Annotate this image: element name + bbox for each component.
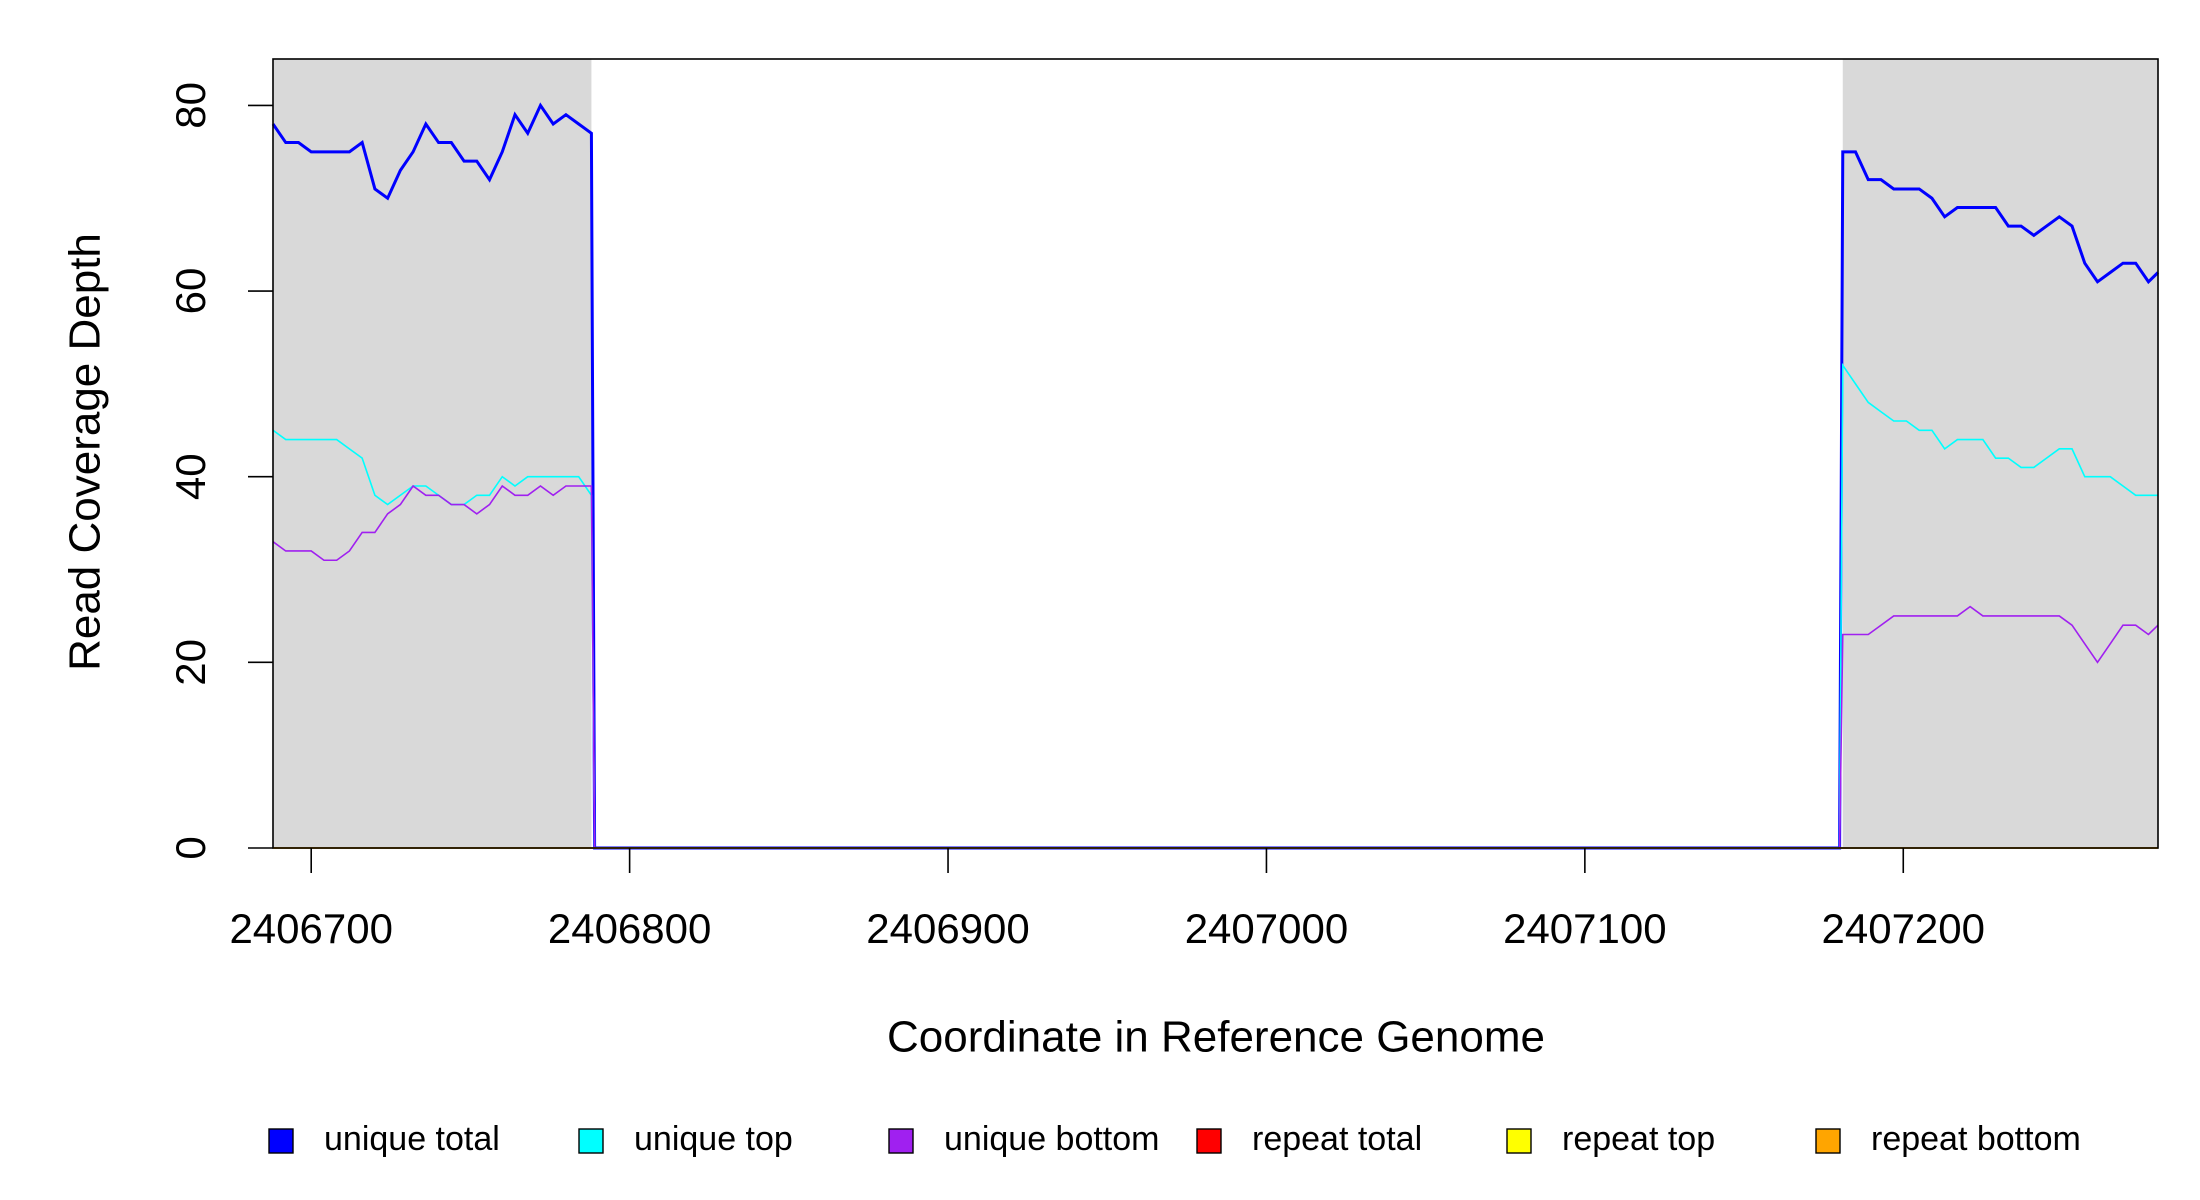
x-axis-title: Coordinate in Reference Genome — [887, 1013, 1545, 1062]
legend-label: unique top — [634, 1120, 793, 1158]
legend-swatch — [1506, 1128, 1532, 1154]
x-tick-label: 2406700 — [229, 905, 393, 952]
legend-swatch — [1196, 1128, 1222, 1154]
shaded-region — [273, 59, 592, 848]
y-tick-label: 40 — [167, 453, 214, 500]
legend-swatch — [578, 1128, 604, 1154]
legend-label: unique total — [324, 1120, 500, 1158]
x-tick-label: 2407200 — [1822, 905, 1986, 952]
x-tick-label: 2407100 — [1503, 905, 1667, 952]
legend-swatch — [888, 1128, 914, 1154]
y-tick-label: 0 — [167, 836, 214, 859]
legend-label: repeat top — [1562, 1120, 1715, 1158]
y-tick-label: 60 — [167, 268, 214, 315]
legend-label: repeat bottom — [1871, 1120, 2081, 1158]
y-tick-label: 20 — [167, 639, 214, 686]
plot-frame — [272, 58, 2159, 849]
legend-swatch — [268, 1128, 294, 1154]
legend-label: repeat total — [1252, 1120, 1422, 1158]
legend-label: unique bottom — [944, 1120, 1160, 1158]
legend-swatch — [1815, 1128, 1841, 1154]
x-tick-label: 2406800 — [548, 905, 712, 952]
axes: 0 20 40 60 80 2406700 2406800 2406900 2407000 240… — [167, 58, 2159, 952]
y-tick-label: 80 — [167, 82, 214, 129]
x-tick-label: 2407000 — [1185, 905, 1349, 952]
legend: unique total unique top unique bottom repea… — [268, 1120, 2081, 1158]
x-tick-label: 2406900 — [866, 905, 1030, 952]
shaded-region — [1842, 59, 2158, 848]
y-axis-title: Read Coverage Depth — [61, 233, 110, 671]
shaded-regions — [273, 59, 2158, 848]
